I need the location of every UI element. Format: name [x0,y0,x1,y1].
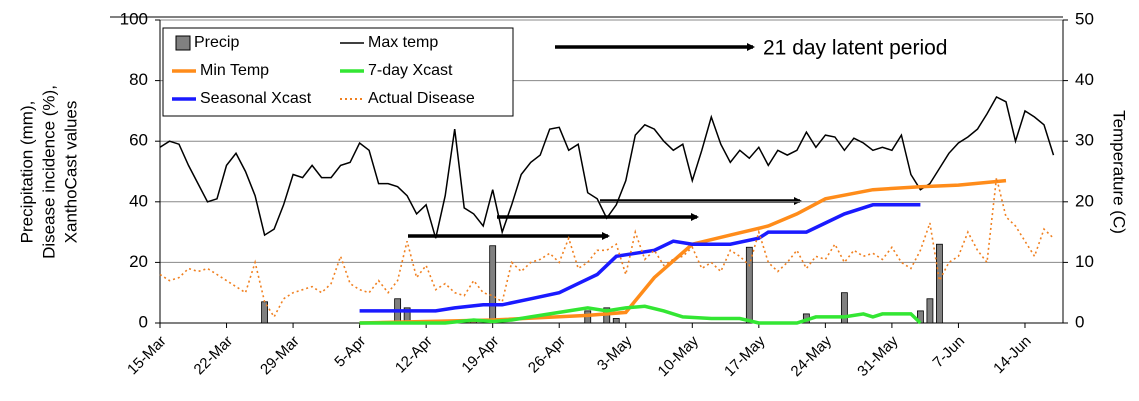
x-tick-label: 12-Apr [392,333,436,377]
y2-tick-label: 20 [1075,191,1094,210]
y-axis-label-line: Precipitation (mm), [17,101,36,244]
legend-label: Seasonal Xcast [200,90,312,107]
legend: Precip Max temp Min Temp 7-day Xcast Seasona… [162,27,514,117]
series-line [359,304,922,325]
latent-arrows [408,43,802,240]
legend-swatch [175,35,191,51]
precip-bar [936,243,943,324]
series-line [159,177,1055,319]
legend-box [162,27,514,117]
x-tick-label: 26-Apr [525,333,569,377]
precip-bar [489,245,497,324]
series-line [359,203,921,313]
x-tick-label: 17-May [721,332,769,380]
legend-label: Max temp [368,34,438,51]
legend-label: Min Temp [200,62,269,79]
y-tick-label: 40 [129,191,148,210]
y-tick-label: 20 [129,252,148,271]
x-tick-label: 31-May [854,332,902,380]
y-axis-label: Precipitation (mm), Disease incidence (%)… [17,85,80,259]
y-axis-label-line: Disease incidence (%), [39,85,58,259]
y-tick-label: 80 [129,70,148,89]
x-tick-label: 14-Jun [990,333,1034,377]
y-axis-label-line: XanthoCast values [61,101,80,244]
y2-tick-label: 30 [1075,131,1094,150]
x-tick-label: 3-May [594,332,636,374]
legend-label: Actual Disease [368,90,475,107]
series-line [159,96,1055,239]
x-tick-label: 10-May [655,332,703,380]
y-tick-label: 0 [139,312,148,331]
legend-label: Precip [194,34,239,51]
y2-tick-label: 50 [1075,9,1094,28]
x-tick-label: 22-Mar [191,333,237,379]
series-line [359,178,1007,325]
x-tick-label: 7-Jun [930,333,969,372]
precip-bar [745,246,753,324]
precip-bar [840,292,848,324]
precip-bar [917,310,924,324]
legend-label: 7-day Xcast [368,62,453,79]
x-tick-label: 15-Mar [124,333,170,379]
x-tick-label: 29-Mar [257,333,303,379]
y2-axis-label: Temperature (C) [1110,110,1129,234]
y2-tick-label: 40 [1075,70,1094,89]
x-tick-label: 19-Apr [458,333,502,377]
y2-tick-label: 0 [1075,312,1084,331]
y-tick-label: 100 [120,9,148,28]
annotation: 21 day latent period [763,37,947,60]
y-tick-label: 60 [129,131,148,150]
x-tick-label: 5-Apr [331,333,369,371]
precip-bar [612,318,620,324]
x-tick-label: 24-May [788,332,836,380]
y2-tick-label: 10 [1075,252,1094,271]
precip-bar [926,298,934,324]
